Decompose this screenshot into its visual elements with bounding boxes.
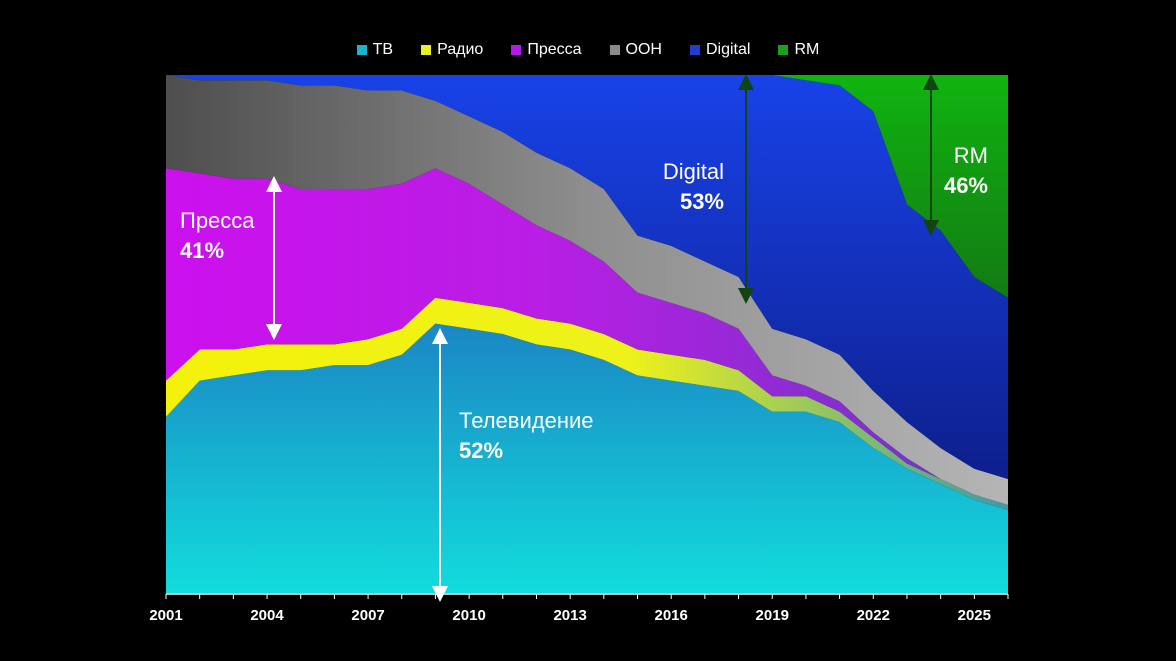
- legend-swatch: [421, 45, 432, 55]
- x-tick-label: 2007: [351, 607, 384, 624]
- annotation-digital: Digital 53%: [624, 157, 724, 217]
- x-tick-label: 2004: [250, 607, 284, 624]
- legend-item: Digital: [689, 41, 751, 59]
- legend-item: OOH: [609, 41, 662, 59]
- area-series-3: [166, 168, 1008, 505]
- legend-item: Пресса: [511, 41, 582, 59]
- annotation-digital-label: Digital: [662, 159, 724, 184]
- annotation-tv: Телевидение 52%: [459, 406, 594, 466]
- legend-item: Радио: [421, 41, 483, 59]
- legend-label: RM: [794, 41, 820, 58]
- x-tick-label: 2001: [149, 607, 182, 624]
- legend-label: Digital: [705, 41, 751, 58]
- legend-label: Пресса: [527, 41, 582, 58]
- annotation-rm-label: RM: [953, 143, 988, 168]
- annotation-press-value: 41%: [180, 238, 225, 263]
- legend-label: OOH: [625, 41, 662, 58]
- legend-swatch: [356, 45, 367, 55]
- area-series-2: [166, 297, 1008, 511]
- x-tick-label: 2022: [857, 607, 890, 624]
- area-series-4: [166, 75, 1008, 505]
- x-tick-label: 2010: [452, 607, 485, 624]
- x-tick-label: 2025: [958, 607, 991, 624]
- x-tick-label: 2019: [756, 607, 789, 624]
- legend-swatch: [511, 45, 522, 55]
- x-tick-label: 2016: [655, 607, 688, 624]
- legend-item: RM: [778, 41, 819, 59]
- legend-swatch: [689, 45, 700, 55]
- annotation-press-label: Пресса: [180, 208, 255, 233]
- x-tick-label: 2013: [553, 607, 586, 624]
- annotation-rm-value: 46%: [943, 173, 988, 198]
- legend-item: ТВ: [356, 41, 394, 59]
- legend-swatch: [778, 45, 789, 55]
- annotation-tv-value: 52%: [459, 438, 504, 463]
- annotation-press: Пресса 41%: [180, 206, 255, 266]
- legend-swatch: [609, 45, 620, 55]
- annotation-tv-label: Телевидение: [459, 408, 594, 433]
- legend-label: Радио: [437, 41, 484, 58]
- area-series-1: [166, 323, 1008, 593]
- legend-label: ТВ: [372, 41, 394, 58]
- area-series-5: [166, 75, 1008, 479]
- chart-legend: ТВ Радио Пресса OOH Digital RM: [0, 38, 1176, 62]
- annotation-digital-value: 53%: [679, 189, 724, 214]
- annotation-rm: RM 46%: [908, 141, 988, 201]
